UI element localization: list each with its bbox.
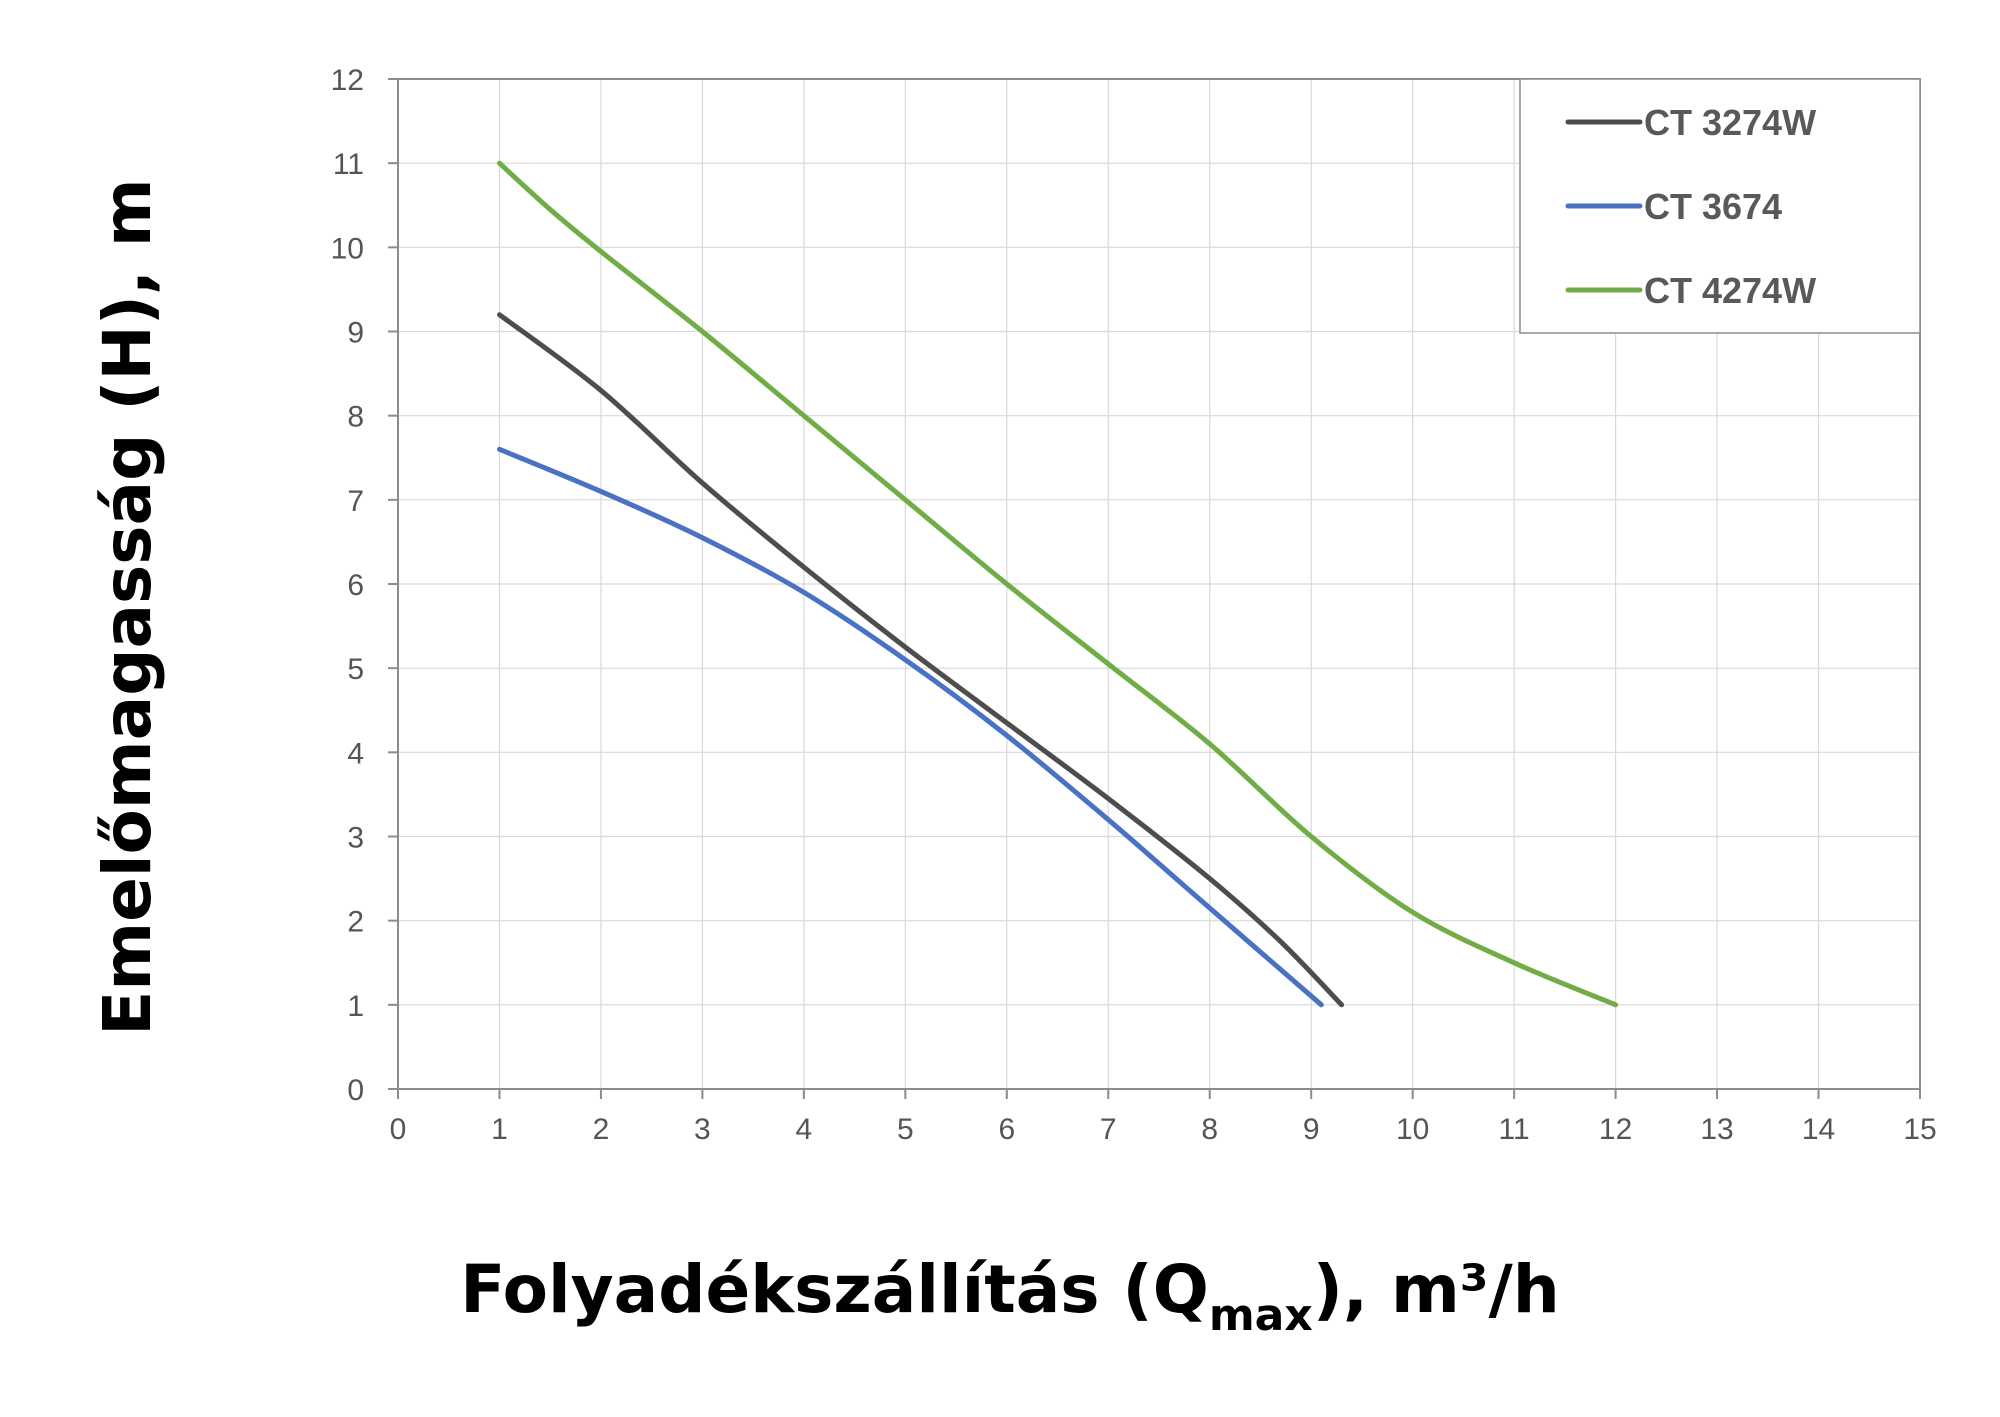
- x-tick-label: 10: [1396, 1113, 1429, 1146]
- x-tick-label: 5: [897, 1113, 914, 1146]
- x-tick-label: 4: [796, 1113, 813, 1146]
- y-tick-label: 6: [347, 569, 364, 602]
- series-line-ct-3274w: [497, 312, 1345, 1008]
- x-tick-label: 12: [1599, 1113, 1632, 1146]
- x-axis-title: Folyadékszállítás (Qmax), m³/h: [460, 1251, 1559, 1341]
- legend-label-ct-4274w: CT 4274W: [1644, 270, 1816, 311]
- y-tick-label: 4: [347, 737, 364, 770]
- x-tick-label: 7: [1100, 1113, 1117, 1146]
- y-tick-label: 5: [347, 653, 364, 686]
- x-tick-label: 3: [694, 1113, 711, 1146]
- y-tick-label: 3: [347, 822, 364, 855]
- x-tick-label: 6: [998, 1113, 1015, 1146]
- x-tick-label: 1: [491, 1113, 508, 1146]
- legend-label-ct-3274w: CT 3274W: [1644, 102, 1816, 143]
- series-lines: [497, 160, 1619, 1008]
- y-tick-label: 11: [333, 148, 364, 181]
- x-axis-ticks: 0 1 2 3 4 5 6 7 8 9 10 11 12 13 14 15: [390, 1089, 1937, 1146]
- y-tick-label: 12: [331, 64, 364, 97]
- x-tick-label: 15: [1903, 1113, 1936, 1146]
- series-line-ct-4274w: [497, 160, 1619, 1008]
- x-tick-label: 0: [390, 1113, 407, 1146]
- x-tick-label: 13: [1700, 1113, 1733, 1146]
- x-tick-label: 8: [1201, 1113, 1218, 1146]
- legend: CT 3274W CT 3674 CT 4274W: [1519, 78, 1921, 334]
- y-tick-label: 9: [347, 317, 364, 350]
- x-axis-title-main: Folyadékszállítás (Q: [460, 1251, 1209, 1328]
- x-tick-label: 11: [1499, 1113, 1530, 1146]
- y-tick-label: 0: [347, 1074, 364, 1107]
- series-line-ct-3674: [497, 446, 1324, 1008]
- y-tick-label: 8: [347, 401, 364, 434]
- legend-label-ct-3674: CT 3674: [1644, 186, 1782, 227]
- y-tick-label: 7: [347, 485, 364, 518]
- x-axis-title-tail: ), m³/h: [1313, 1251, 1560, 1328]
- y-tick-label: 2: [347, 906, 364, 939]
- x-tick-label: 14: [1802, 1113, 1835, 1146]
- y-axis-title: Emelőmagasság (H), m: [89, 178, 166, 1035]
- y-tick-label: 10: [331, 232, 364, 265]
- y-tick-label: 1: [347, 990, 364, 1023]
- x-axis-title-subscript: max: [1209, 1290, 1313, 1341]
- x-tick-label: 2: [593, 1113, 610, 1146]
- x-tick-label: 9: [1303, 1113, 1320, 1146]
